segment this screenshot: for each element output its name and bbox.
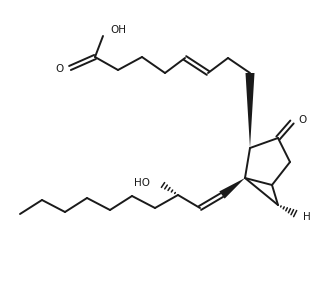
Polygon shape [219,178,245,199]
Text: O: O [56,64,64,74]
Text: HO: HO [134,178,150,188]
Text: OH: OH [110,25,126,35]
Polygon shape [245,73,255,148]
Text: H: H [303,212,311,222]
Text: O: O [298,115,306,125]
